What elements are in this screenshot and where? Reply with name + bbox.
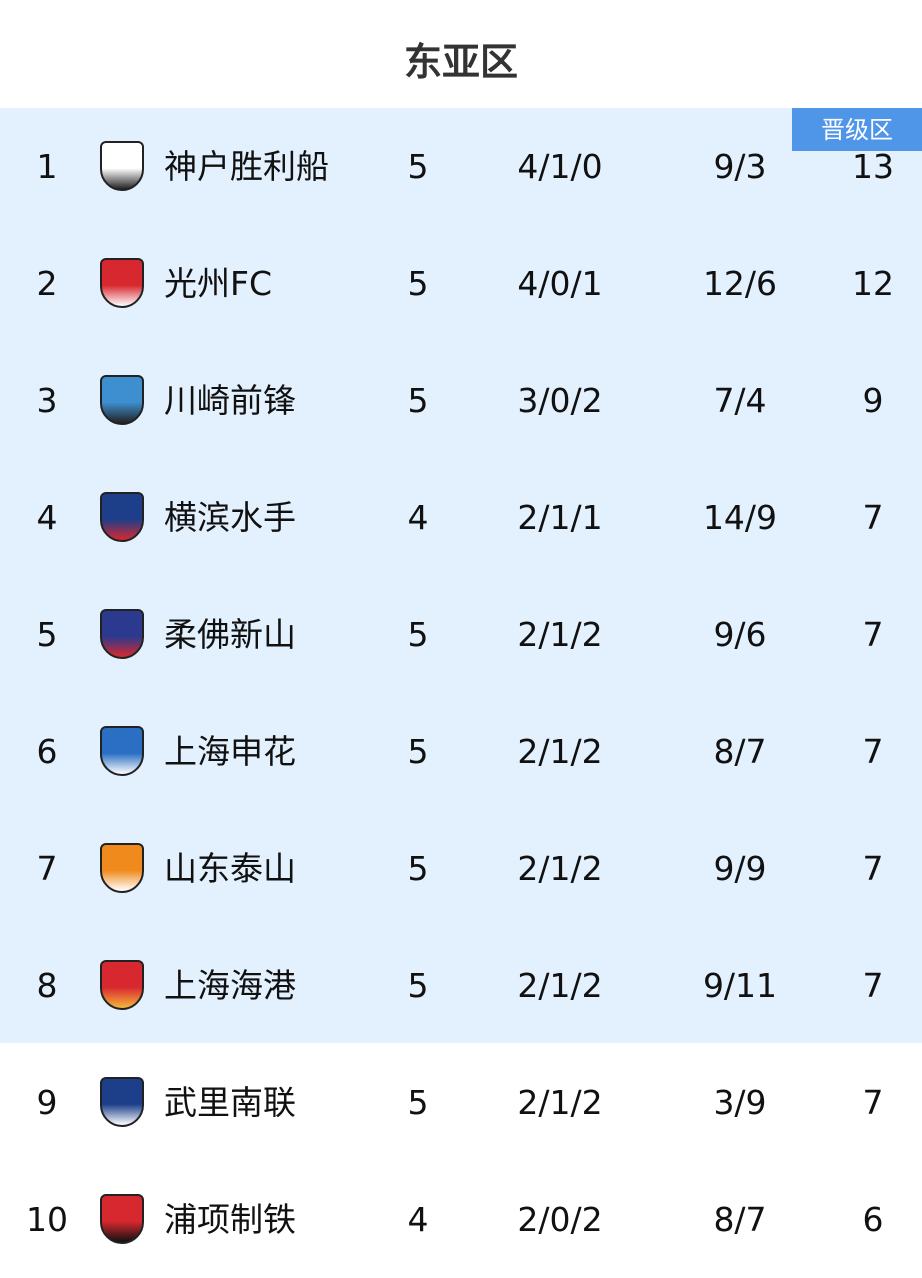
win-draw-loss: 4/0/1 xyxy=(517,264,603,303)
points: 12 xyxy=(852,264,894,303)
goals: 9/9 xyxy=(713,849,767,888)
played: 5 xyxy=(407,849,429,888)
team-name: 山东泰山 xyxy=(164,849,296,888)
played: 4 xyxy=(407,498,429,537)
points: 7 xyxy=(862,498,884,537)
page-title: 东亚区 xyxy=(403,40,518,84)
team-logo-icon xyxy=(98,1194,146,1246)
played: 5 xyxy=(407,147,429,186)
goals: 12/6 xyxy=(702,264,778,303)
played: 5 xyxy=(407,381,429,420)
played: 4 xyxy=(407,1200,429,1239)
goals: 9/11 xyxy=(702,966,778,1005)
points: 9 xyxy=(862,381,884,420)
team-logo-icon xyxy=(98,1077,146,1129)
table-row[interactable]: 2 光州FC 5 4/0/1 12/6 12 xyxy=(0,225,922,342)
team-name: 上海申花 xyxy=(164,732,296,771)
table-row[interactable]: 10 浦项制铁 4 2/0/2 8/7 6 xyxy=(0,1161,922,1278)
team-logo-icon xyxy=(98,375,146,427)
points: 7 xyxy=(862,849,884,888)
goals: 9/3 xyxy=(713,147,767,186)
table-row[interactable]: 9 武里南联 5 2/1/2 3/9 7 xyxy=(0,1044,922,1161)
team-name: 光州FC xyxy=(164,264,273,303)
points: 7 xyxy=(862,732,884,771)
rank: 3 xyxy=(36,381,58,420)
goals: 14/9 xyxy=(702,498,778,537)
team-name: 上海海港 xyxy=(164,966,296,1005)
table-row[interactable]: 6 上海申花 5 2/1/2 8/7 7 xyxy=(0,693,922,810)
table-row[interactable]: 5 柔佛新山 5 2/1/2 9/6 7 xyxy=(0,576,922,693)
win-draw-loss: 3/0/2 xyxy=(517,381,603,420)
rank: 1 xyxy=(36,147,58,186)
rank: 2 xyxy=(36,264,58,303)
win-draw-loss: 2/0/2 xyxy=(517,1200,603,1239)
rank: 6 xyxy=(36,732,58,771)
team-logo-icon xyxy=(98,141,146,193)
qualification-zone xyxy=(0,108,922,1043)
points: 7 xyxy=(862,1083,884,1122)
team-name: 川崎前锋 xyxy=(164,381,296,420)
rank: 9 xyxy=(36,1083,58,1122)
table-row[interactable]: 7 山东泰山 5 2/1/2 9/9 7 xyxy=(0,810,922,927)
team-logo-icon xyxy=(98,609,146,661)
team-logo-icon xyxy=(98,492,146,544)
win-draw-loss: 2/1/2 xyxy=(517,966,603,1005)
goals: 8/7 xyxy=(713,732,767,771)
team-name: 横滨水手 xyxy=(164,498,296,537)
goals: 7/4 xyxy=(713,381,767,420)
points: 7 xyxy=(862,966,884,1005)
rank: 8 xyxy=(36,966,58,1005)
rank: 5 xyxy=(36,615,58,654)
played: 5 xyxy=(407,615,429,654)
played: 5 xyxy=(407,1083,429,1122)
played: 5 xyxy=(407,732,429,771)
table-row[interactable]: 8 上海海港 5 2/1/2 9/11 7 xyxy=(0,927,922,1044)
goals: 8/7 xyxy=(713,1200,767,1239)
table-row[interactable]: 1 神户胜利船 5 4/1/0 9/3 13 xyxy=(0,108,922,225)
win-draw-loss: 2/1/2 xyxy=(517,615,603,654)
table-row[interactable]: 3 川崎前锋 5 3/0/2 7/4 9 xyxy=(0,342,922,459)
goals: 9/6 xyxy=(713,615,767,654)
win-draw-loss: 2/1/2 xyxy=(517,1083,603,1122)
rank: 7 xyxy=(36,849,58,888)
played: 5 xyxy=(407,966,429,1005)
team-logo-icon xyxy=(98,258,146,310)
table-row[interactable]: 4 横滨水手 4 2/1/1 14/9 7 xyxy=(0,459,922,576)
team-name: 神户胜利船 xyxy=(164,147,329,186)
rank: 4 xyxy=(36,498,58,537)
team-logo-icon xyxy=(98,960,146,1012)
points: 7 xyxy=(862,615,884,654)
win-draw-loss: 4/1/0 xyxy=(517,147,603,186)
qualification-badge: 晋级区 xyxy=(792,108,922,151)
team-name: 浦项制铁 xyxy=(164,1200,296,1239)
points: 6 xyxy=(862,1200,884,1239)
win-draw-loss: 2/1/2 xyxy=(517,732,603,771)
points: 13 xyxy=(852,147,894,186)
goals: 3/9 xyxy=(713,1083,767,1122)
win-draw-loss: 2/1/1 xyxy=(517,498,603,537)
team-logo-icon xyxy=(98,726,146,778)
team-logo-icon xyxy=(98,843,146,895)
played: 5 xyxy=(407,264,429,303)
team-name: 武里南联 xyxy=(164,1083,296,1122)
win-draw-loss: 2/1/2 xyxy=(517,849,603,888)
team-name: 柔佛新山 xyxy=(164,615,296,654)
rank: 10 xyxy=(26,1200,68,1239)
